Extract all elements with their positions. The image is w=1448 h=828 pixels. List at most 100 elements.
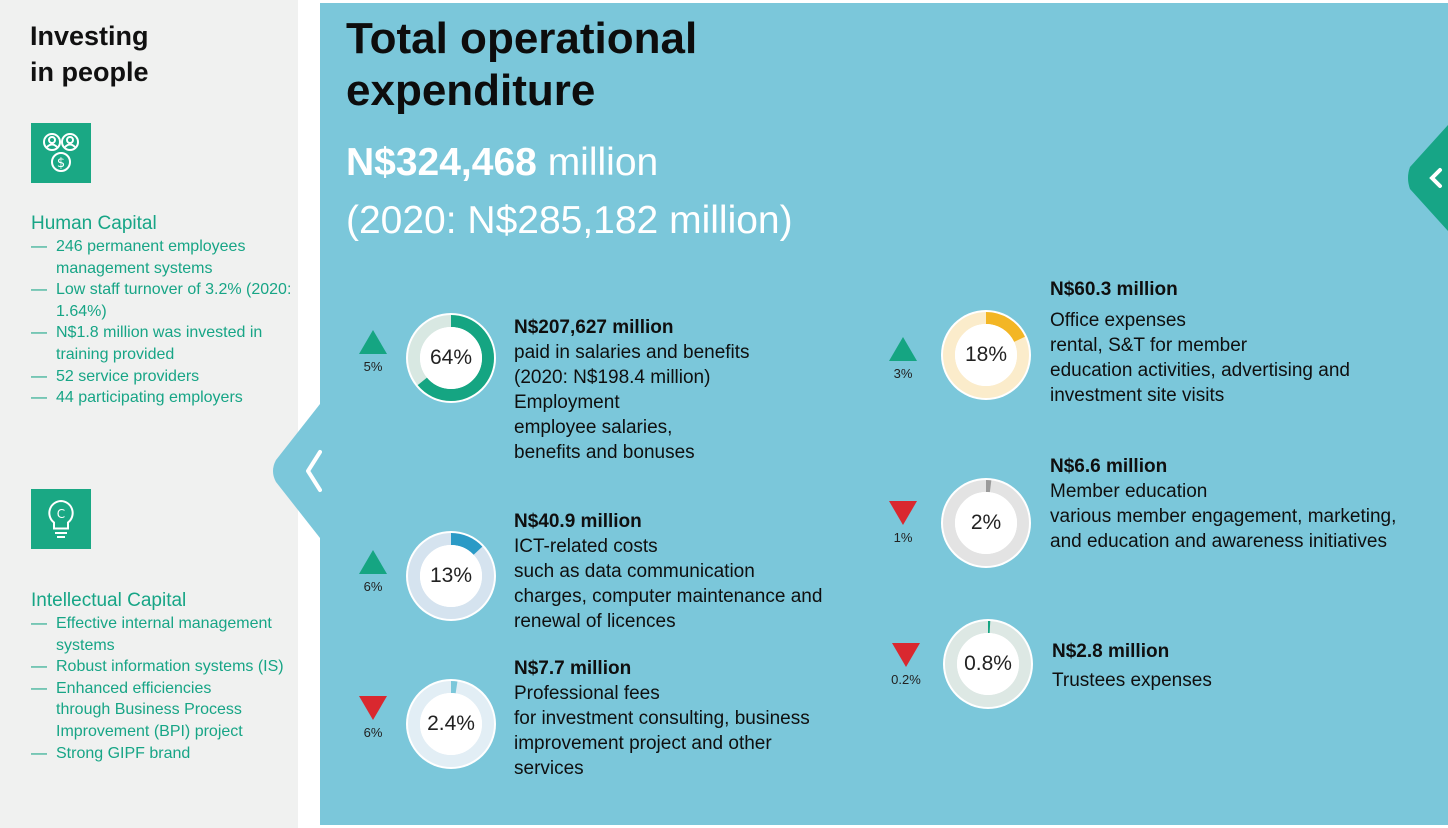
list-item: — Low staff turnover of 3.2% (2020: 1.64%… bbox=[31, 281, 292, 320]
intellectual-capital-list: — Effective internal management systems —… bbox=[31, 613, 298, 764]
trend-up-icon bbox=[889, 337, 917, 361]
expense-category: Professional fees bbox=[514, 683, 660, 704]
lightbulb-copyright-icon: C bbox=[31, 489, 91, 549]
donut-arc bbox=[945, 621, 1031, 707]
donut-chart: 64% bbox=[405, 312, 497, 404]
donut-label: 18% bbox=[964, 343, 1008, 366]
expense-category: Office expenses bbox=[1050, 310, 1186, 331]
donut-chart: 18% bbox=[940, 309, 1032, 401]
list-item: — N$1.8 million was invested in training … bbox=[31, 324, 263, 363]
donut-chart: 13% bbox=[405, 530, 497, 622]
donut-arc bbox=[408, 315, 494, 401]
expense-amount: N$60.3 million bbox=[1050, 279, 1178, 300]
trend-up-icon bbox=[359, 550, 387, 574]
sidebar-title: Investing in people bbox=[30, 21, 149, 87]
expense-detail: improvement project and other bbox=[514, 733, 772, 754]
trend-indicator: 1% bbox=[883, 500, 923, 545]
previous-page-tab[interactable] bbox=[270, 404, 322, 538]
expense-description: N$207,627 million paid in salaries and b… bbox=[514, 315, 750, 465]
expense-detail: investment site visits bbox=[1050, 385, 1225, 406]
donut-arc bbox=[408, 533, 494, 619]
people-money-icon: $ bbox=[31, 123, 91, 183]
triangle-up-icon bbox=[359, 330, 387, 354]
donut-label: 2.4% bbox=[427, 712, 475, 735]
list-item: — Strong GIPF brand bbox=[31, 744, 191, 762]
donut-center bbox=[420, 327, 482, 389]
change-percent: 0.2% bbox=[891, 672, 921, 687]
expense-detail: rental, S&T for member bbox=[1050, 335, 1248, 356]
trend-indicator: 5% bbox=[353, 329, 393, 374]
expense-detail: employee salaries, bbox=[514, 417, 673, 438]
list-item: — Effective internal management systems bbox=[31, 615, 272, 654]
triangle-down-icon bbox=[359, 696, 387, 720]
donut-label: 0.8% bbox=[964, 652, 1012, 675]
list-item: — Enhanced efficiencies through Business … bbox=[31, 679, 243, 740]
donut-arc bbox=[943, 312, 1029, 398]
prior-year-total: (2020: N$285,182 million) bbox=[346, 199, 793, 242]
donut-center bbox=[955, 324, 1017, 386]
donut-chart: 2.4% bbox=[405, 678, 497, 770]
trend-down-icon bbox=[359, 696, 387, 720]
expense-line: (2020: N$198.4 million) bbox=[514, 367, 711, 388]
expense-detail: charges, computer maintenance and bbox=[514, 586, 823, 607]
list-item: — Robust information systems (IS) bbox=[31, 658, 284, 676]
trend-up-icon bbox=[359, 330, 387, 354]
expense-detail: such as data communication bbox=[514, 561, 755, 582]
donut-label: 64% bbox=[429, 346, 473, 369]
expense-description: N$60.3 million Office expenses rental, S… bbox=[1050, 277, 1350, 408]
next-page-tab[interactable] bbox=[1406, 125, 1448, 231]
expense-category: Employment bbox=[514, 392, 620, 413]
trend-indicator: 6% bbox=[353, 695, 393, 740]
donut-arc bbox=[408, 681, 494, 767]
expenditure-panel: Total operational expenditure N$324,468 m… bbox=[320, 3, 1448, 825]
expense-category: Member education bbox=[1050, 481, 1208, 502]
expense-detail: for investment consulting, business bbox=[514, 708, 810, 729]
expense-amount: N$207,627 million bbox=[514, 317, 674, 338]
triangle-down-icon bbox=[892, 643, 920, 667]
page-title: Total operational expenditure bbox=[346, 14, 698, 115]
triangle-up-icon bbox=[889, 337, 917, 361]
svg-text:C: C bbox=[57, 507, 65, 521]
donut-center bbox=[420, 693, 482, 755]
expense-description: N$7.7 million Professional fees for inve… bbox=[514, 656, 810, 781]
change-percent: 1% bbox=[893, 530, 913, 545]
list-item: —246 permanent employees management syst… bbox=[31, 238, 246, 277]
trend-down-icon bbox=[889, 501, 917, 525]
expense-detail: services bbox=[514, 758, 584, 779]
expense-amount: N$6.6 million bbox=[1050, 456, 1168, 477]
expense-amount: N$2.8 million bbox=[1052, 641, 1170, 662]
expense-description: N$2.8 million Trustees expenses bbox=[1052, 639, 1212, 693]
trend-indicator: 0.2% bbox=[886, 642, 926, 687]
expense-description: N$40.9 million ICT-related costs such as… bbox=[514, 509, 822, 634]
expense-category: Trustees expenses bbox=[1052, 670, 1212, 691]
expense-detail: renewal of licences bbox=[514, 611, 676, 632]
expense-detail: education activities, advertising and bbox=[1050, 360, 1350, 381]
change-percent: 3% bbox=[893, 366, 913, 381]
list-item: —44 participating employers bbox=[31, 389, 243, 407]
expense-detail: various member engagement, marketing, bbox=[1050, 506, 1397, 527]
donut-chart: 2% bbox=[940, 477, 1032, 569]
intellectual-capital-title: Intellectual Capital bbox=[31, 590, 187, 611]
donut-center bbox=[955, 492, 1017, 554]
expense-detail: and education and awareness initiatives bbox=[1050, 531, 1387, 552]
human-capital-list: —246 permanent employees management syst… bbox=[31, 236, 298, 409]
donut-center bbox=[420, 545, 482, 607]
total-expenditure: N$324,468 million bbox=[346, 141, 659, 184]
human-capital-title: Human Capital bbox=[31, 213, 157, 234]
donut-label: 13% bbox=[429, 564, 473, 587]
list-item: —52 service providers bbox=[31, 367, 200, 385]
triangle-down-icon bbox=[889, 501, 917, 525]
expense-amount: N$7.7 million bbox=[514, 658, 632, 679]
donut-center bbox=[957, 633, 1019, 695]
donut-arc bbox=[943, 480, 1029, 566]
change-percent: 5% bbox=[363, 359, 383, 374]
change-percent: 6% bbox=[363, 579, 383, 594]
trend-down-icon bbox=[892, 643, 920, 667]
expense-detail: benefits and bonuses bbox=[514, 442, 695, 463]
svg-text:$: $ bbox=[57, 156, 65, 171]
triangle-up-icon bbox=[359, 550, 387, 574]
donut-chart: 0.8% bbox=[942, 618, 1034, 710]
trend-indicator: 3% bbox=[883, 336, 923, 381]
donut-label: 2% bbox=[970, 511, 1002, 534]
expense-amount: N$40.9 million bbox=[514, 511, 642, 532]
